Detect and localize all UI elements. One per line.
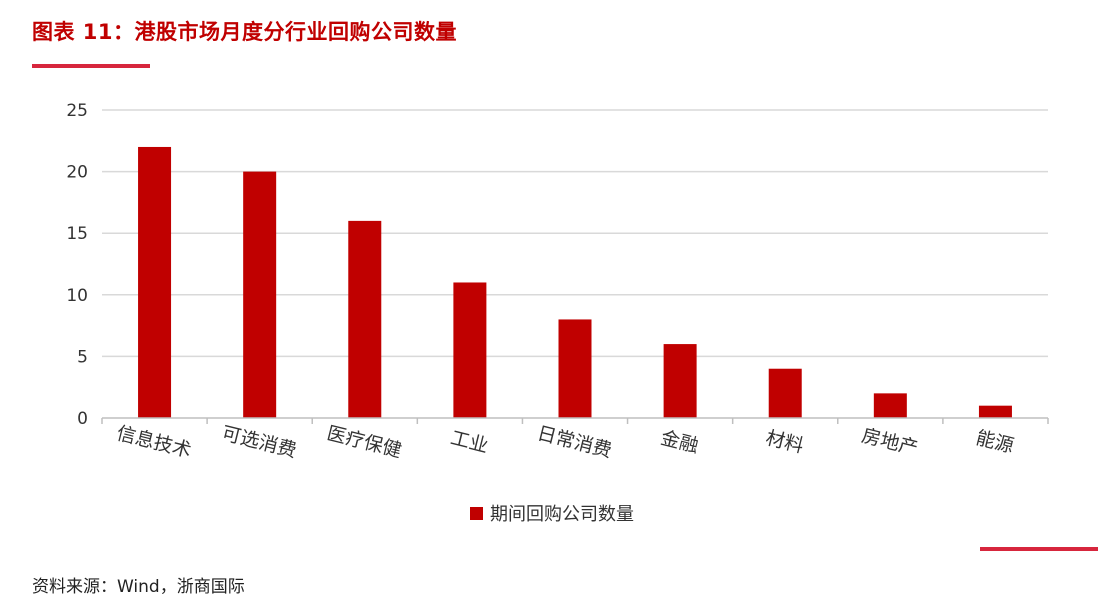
legend-label: 期间回购公司数量 [490,504,634,525]
category-label: 材料 [764,427,806,458]
footer-accent-line [980,547,1098,551]
category-label: 房地产 [859,425,920,460]
category-label: 可选消费 [220,422,299,462]
category-label: 能源 [974,427,1016,458]
y-tick-label: 25 [66,101,88,121]
y-tick-label: 0 [77,409,88,429]
y-tick-label: 10 [66,286,88,306]
bars [138,146,1012,418]
source-note: 资料来源：Wind，浙商国际 [32,577,245,597]
bar-1 [243,171,277,418]
bar-0 [138,146,172,418]
category-label: 工业 [448,427,490,458]
y-axis-ticks: 0 5 10 15 20 25 [66,101,88,429]
bar-5 [663,344,697,418]
bar-4 [558,319,592,418]
legend: 期间回购公司数量 [470,504,634,525]
x-axis [101,417,1049,424]
bar-6 [768,368,802,418]
category-label: 日常消费 [535,422,614,462]
category-label: 金融 [658,427,700,458]
y-tick-label: 5 [77,347,88,367]
bar-7 [873,393,907,418]
title-underline [32,64,150,68]
category-label: 信息技术 [114,422,193,462]
legend-swatch [470,507,483,520]
category-labels: 信息技术 可选消费 医疗保健 工业 日常消费 金融 材料 房地产 能源 [114,422,1016,462]
bar-8 [978,405,1012,418]
chart-title: 图表 11：港股市场月度分行业回购公司数量 [32,20,458,44]
bar-3 [453,282,487,418]
y-tick-label: 15 [66,224,88,244]
category-label: 医疗保健 [325,422,404,462]
y-tick-label: 20 [66,163,88,183]
bar-2 [348,220,382,418]
